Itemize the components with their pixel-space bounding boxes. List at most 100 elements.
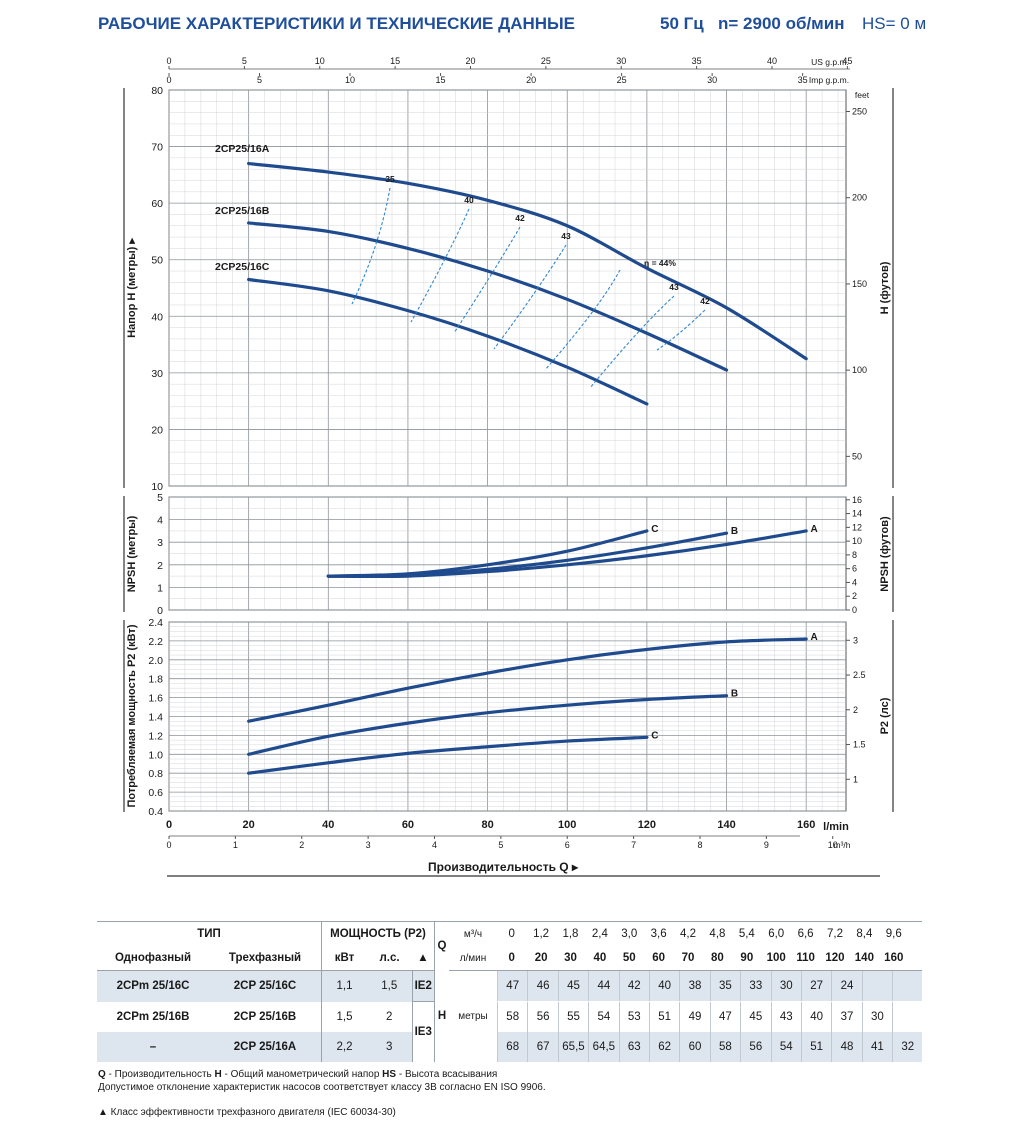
head-value-cell: 68 [496, 1031, 528, 1062]
efficiency-label: 42 [700, 296, 710, 306]
head-value-cell: 41 [861, 1031, 893, 1062]
power-ytick-label: 1.8 [148, 674, 163, 686]
lmin-tick-label: 120 [638, 819, 656, 831]
m3h-tick-label: 9 [764, 840, 769, 850]
legend-notes: Q - Производительность H - Общий маномет… [98, 1069, 497, 1080]
m3h-tick-label: 5 [498, 840, 503, 850]
m3h-tick-label: 7 [631, 840, 636, 850]
power-hp-tick-label: 1 [853, 774, 858, 784]
lmin-tick-label: 0 [166, 819, 172, 831]
head-value-cell: 30 [770, 971, 802, 1002]
head-value-cell [861, 971, 893, 1002]
m3h-tick-label: 2 [299, 840, 304, 850]
head-value-cell: 60 [679, 1031, 711, 1062]
efficiency-isoline [544, 269, 621, 371]
head-value-cell [892, 971, 923, 1002]
npsh-curve-b-end-label: B [731, 526, 738, 537]
th-three-phase: Трехфазный [209, 946, 322, 971]
npsh-ytick-label: 2 [157, 560, 163, 572]
head-value-cell: 48 [831, 1031, 863, 1062]
head-value-cell: 32 [892, 1031, 923, 1062]
th-kw: кВт [321, 946, 367, 971]
q-lmin-row: 0 20 30 40 50 60 70 80 90 100 110 120 140 160 [497, 946, 923, 971]
head-value-cell: 27 [800, 971, 832, 1002]
tolerance-note: Допустимое отклонение характеристик насо… [98, 1082, 546, 1093]
page-title: РАБОЧИЕ ХАРАКТЕРИСТИКИ И ТЕХНИЧЕСКИЕ ДАН… [98, 14, 576, 33]
ie-class: IE3 [411, 1001, 435, 1062]
lmin-tick-label: 60 [402, 819, 414, 831]
head-values: 47 46 45 44 42 40 38 35 33 30 27 24 [496, 971, 923, 1002]
power-kw: 1,5 [321, 1001, 367, 1032]
power-hp-tick-label: 2.5 [853, 670, 866, 680]
model-single-phase: 2CPm 25/16C [97, 970, 209, 1002]
head-value-cell: 30 [861, 1001, 893, 1032]
power-hp-tick-label: 3 [853, 635, 858, 645]
head-value-cell: 51 [648, 1001, 680, 1032]
npsh-ytick-label: 5 [157, 492, 163, 504]
speed-label: n= 2900 об/мин [718, 14, 845, 33]
model-three-phase: 2CP 25/16A [209, 1031, 322, 1062]
head-value-cell: 62 [648, 1031, 680, 1062]
q-lmin-cell: 70 [681, 952, 695, 964]
model-three-phase: 2CP 25/16B [233, 1010, 297, 1023]
th-single-phase: Однофазный [97, 946, 209, 971]
head-curve-2cp2516c [247, 277, 649, 406]
head-feet-tick-label: 100 [852, 365, 867, 375]
npsh-feet-tick-label: 8 [852, 550, 857, 560]
power-ytick-label: 1.2 [148, 730, 163, 742]
head-panel-frame [168, 89, 847, 487]
head-value-cell: 45 [740, 1001, 772, 1032]
npsh-curve-a-end-label: A [811, 524, 818, 535]
note-hs-key: HS [382, 1069, 397, 1080]
head-curve-2cp2516b [247, 221, 729, 372]
head-ytick-label: 70 [151, 142, 163, 154]
efficiency-isoline [656, 309, 706, 351]
h-unit-cell: метры [449, 970, 497, 1062]
table-row: –2CP 25/16A 2,2 3 68 67 65,5 64,5 63 62 60 58 56 54 5… [97, 1031, 923, 1062]
q-lmin-cell: 30 [564, 952, 577, 964]
q-m3h-cell: 2,4 [591, 928, 608, 940]
npsh-feet-tick-label: 2 [852, 591, 857, 601]
head-value-cell: 63 [618, 1031, 650, 1062]
head-value-cell: 56 [527, 1001, 559, 1032]
power-hp: 2 [386, 1010, 393, 1023]
efficiency-isoline [410, 208, 470, 323]
th-ie: ▲ [412, 946, 435, 971]
head-value-cell: 46 [527, 971, 559, 1002]
note-h-key: H [214, 1069, 222, 1080]
head-value-cell: 67 [527, 1031, 559, 1062]
power-ytick-label: 0.6 [148, 787, 163, 799]
q-m3h-cell: 3,0 [621, 928, 638, 940]
power-curve-a [247, 637, 808, 723]
q-m3h-cell: 0 [508, 928, 515, 940]
q-lmin-cell: 110 [796, 952, 815, 964]
us-gpm-tick-label: 25 [541, 56, 551, 66]
imp-gpm-tick-label: 0 [166, 75, 171, 85]
q-lmin-cell: 140 [854, 952, 874, 964]
q-m3h-cell: 4,8 [709, 928, 726, 940]
head-ytick-label: 30 [151, 368, 163, 380]
head-ytick-label: 20 [151, 424, 163, 436]
lmin-tick-label: 20 [243, 819, 255, 831]
model-single-phase: – [97, 1031, 209, 1062]
lmin-tick-label: 100 [558, 819, 576, 831]
x-axis-label: Производительность Q ▸ [428, 860, 579, 874]
power-ytick-label: 1.0 [148, 749, 163, 761]
q-m3h-cell: 7,2 [826, 928, 843, 940]
model-single-phase: 2CPm 25/16B [116, 1010, 190, 1023]
head-value-cell: 65,5 [557, 1031, 589, 1062]
head-value-cell [892, 1001, 923, 1032]
power-ytick-label: 1.6 [148, 693, 163, 705]
efficiency-label: 43 [561, 231, 571, 241]
head-value-cell: 45 [557, 971, 589, 1002]
power-ytick-label: 2.0 [148, 655, 163, 667]
efficiency-isoline [453, 226, 521, 334]
npsh-feet-tick-label: 0 [852, 605, 857, 615]
head-value-cell: 47 [496, 971, 528, 1002]
frequency-label: 50 Гц [660, 14, 704, 33]
us-gpm-tick-label: 40 [767, 56, 777, 66]
npsh-feet-tick-label: 14 [852, 509, 862, 519]
efficiency-label: 35 [385, 174, 395, 184]
efficiency-isoline [493, 244, 567, 350]
imp-gpm-tick-label: 10 [345, 75, 355, 85]
